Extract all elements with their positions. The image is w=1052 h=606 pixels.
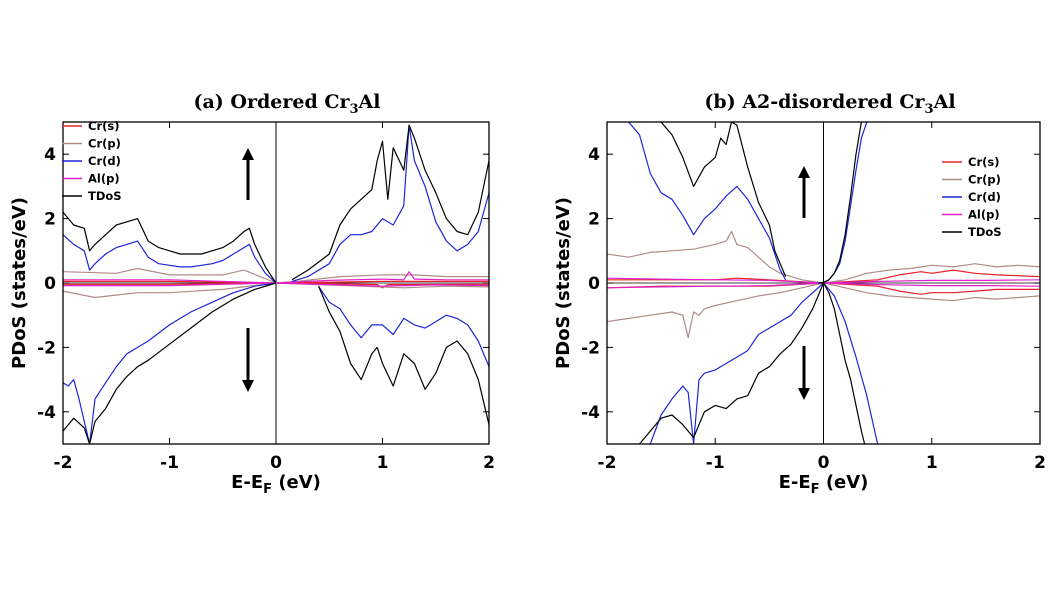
series-line-crd-up [291,124,489,282]
series-line-crd-up [63,234,277,284]
series-line-crd-up [818,122,868,284]
spin-down-arrow-head-icon [798,388,810,400]
y-tick-label: -4 [37,403,56,423]
x-axis-label: E-EF (eV) [231,472,321,497]
series-line-crp-up [607,230,1040,284]
x-tick-label: -1 [706,453,725,473]
y-axis-label: PDoS (states/eV) [553,197,574,369]
y-tick-label: -2 [37,338,56,358]
series-line-alp-up [63,271,489,284]
x-axis-label-tail: (eV) [820,472,869,493]
x-tick-label: -2 [54,453,73,473]
x-axis-label-tail: (eV) [272,472,321,493]
legend-label: Cr(s) [88,119,119,133]
series-line-tdos-up [818,122,862,284]
series-line-crd-up [628,122,787,281]
series-line-crd-down [318,285,489,367]
chart-title-subscript: 3 [349,102,358,117]
series-line-tdos-down [63,282,277,444]
legend-label: Cr(s) [968,155,999,169]
y-tick-label: 0 [588,274,600,294]
legend-label: Al(p) [968,208,1000,222]
chart-panel-a: (a) Ordered Cr3Al -2 -1 0 1 2 -4 -2 0 2 4 E-EF (eV)… [9,91,495,497]
chart-title-tail: Al [358,91,381,113]
chart-title-main: (b) A2-disordered Cr [704,91,925,113]
legend-label: Cr(p) [88,137,121,151]
series-line-tdos-down [639,282,825,444]
spin-up-arrow-head-icon [242,148,254,160]
y-tick-label: 4 [44,145,56,165]
x-tick-label: 2 [1034,453,1046,473]
x-tick-label: 1 [377,453,389,473]
x-axis-label-main: E-E [779,472,811,493]
series-line-tdos-up [63,211,277,284]
x-axis-label-main: E-E [231,472,263,493]
y-tick-label: 2 [44,210,56,230]
legend-label: TDoS [88,189,122,203]
legend-label: Cr(d) [88,154,121,168]
chart-title: (b) A2-disordered Cr3Al [704,91,955,117]
chart-title: (a) Ordered Cr3Al [194,91,381,117]
y-tick-label: -2 [581,338,600,358]
legend: Cr(s) Cr(p) Cr(d) Al(p) TDoS [942,155,1002,239]
y-tick-label: 2 [588,210,600,230]
x-axis-label-subscript: F [263,482,272,497]
legend-label: Cr(p) [968,173,1001,187]
chart-panel-b: (b) A2-disordered Cr3Al -2 -1 0 1 2 -4 -2 0 2 4 E-E… [553,91,1046,497]
series-line-alp-down [63,282,489,287]
x-axis-label: E-EF (eV) [779,472,869,497]
legend-label: TDoS [968,225,1002,239]
spin-up-arrow-head-icon [798,166,810,178]
series-line-tdos-down [318,285,489,425]
x-axis-label-subscript: F [811,482,820,497]
y-tick-label: 4 [588,145,600,165]
x-tick-label: 0 [270,453,282,473]
x-tick-label: 1 [926,453,938,473]
x-tick-label: -1 [160,453,179,473]
chart-title-subscript: 3 [925,102,934,117]
series-line-tdos-up [660,122,787,277]
y-tick-label: -4 [581,403,600,423]
legend: Cr(s) Cr(p) Cr(d) Al(p) TDoS [62,119,122,203]
legend-label: Cr(d) [968,190,1001,204]
y-axis-label: PDoS (states/eV) [9,197,30,369]
x-tick-label: -2 [598,453,617,473]
series-line-tdos-up [291,124,489,281]
series-line-crp-down [607,282,1040,339]
y-tick-label: 0 [44,274,56,294]
x-tick-label: 2 [483,453,495,473]
chart-title-main: (a) Ordered Cr [194,91,351,113]
series-line-crd-down [63,282,277,444]
x-tick-label: 0 [818,453,830,473]
series-line-tdos-down [822,282,866,444]
series-line-crd-down [649,282,824,444]
series-line-crs-down [63,282,489,289]
series-group [607,122,1040,444]
series-group [63,124,489,444]
legend-label: Al(p) [88,172,120,186]
spin-down-arrow-head-icon [242,380,254,392]
chart-title-tail: Al [933,91,956,113]
series-line-crd-down [823,282,879,444]
